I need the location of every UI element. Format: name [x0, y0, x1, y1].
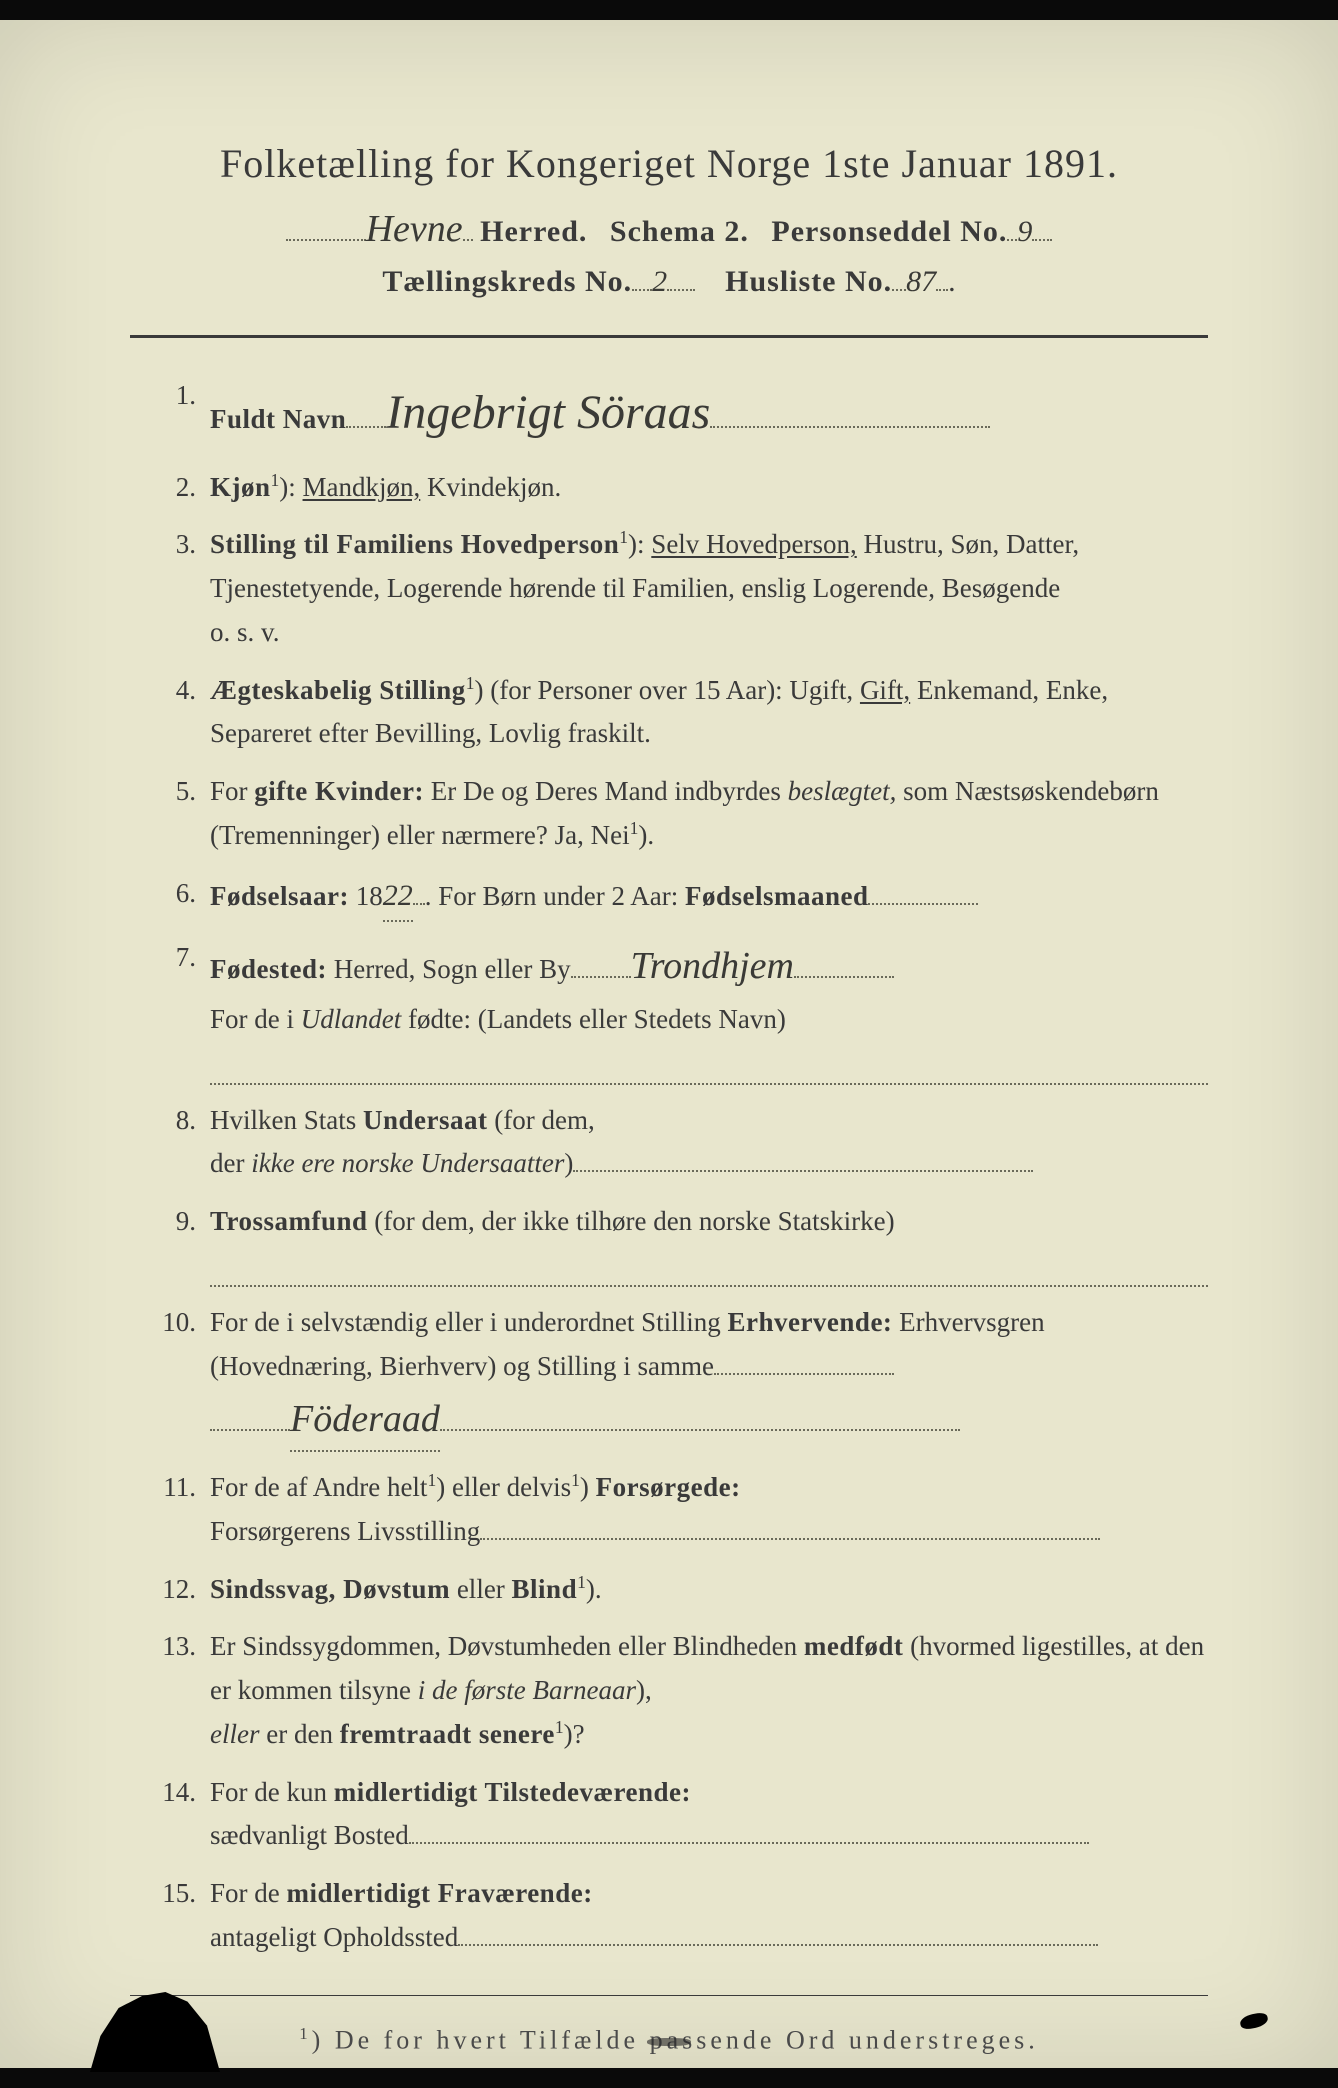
item-number: 7.: [156, 936, 210, 1084]
item-9: 9. Trossamfund (for dem, der ikke tilhør…: [156, 1200, 1208, 1287]
census-form-page: Folketælling for Kongeriget Norge 1ste J…: [0, 20, 1338, 2068]
item-6: 6. Fødselsaar: 1822. For Børn under 2 Aa…: [156, 872, 1208, 923]
birthplace-handwritten: Trondhjem: [631, 936, 794, 998]
item-number: 5.: [156, 770, 210, 857]
kreds-no: 2: [652, 265, 667, 299]
item-11: 11. For de af Andre helt1) eller delvis1…: [156, 1466, 1208, 1553]
personseddel-label: Personseddel No.: [771, 215, 1007, 248]
kreds-label: Tællingskreds No.: [382, 265, 632, 298]
item-number: 11.: [156, 1466, 210, 1553]
field-label: Fødested:: [210, 954, 327, 984]
item-15: 15. For de midlertidigt Fraværende: anta…: [156, 1872, 1208, 1959]
birthyear-handwritten: 22: [383, 872, 413, 923]
item-number: 6.: [156, 872, 210, 923]
field-label: midlertidigt Tilstedeværende:: [334, 1777, 691, 1807]
item-number: 10.: [156, 1301, 210, 1452]
item-4: 4. Ægteskabelig Stilling1) (for Personer…: [156, 669, 1208, 756]
field-label: medfødt: [804, 1631, 904, 1661]
page-speck-icon: [1239, 2011, 1269, 2031]
item-5: 5. For gifte Kvinder: Er De og Deres Man…: [156, 770, 1208, 857]
field-label: Kjøn: [210, 472, 271, 502]
item-number: 1.: [156, 374, 210, 452]
field-label: Sindssvag, Døvstum: [210, 1574, 450, 1604]
name-handwritten: Ingebrigt Söraas: [386, 374, 710, 452]
field-label: Stilling til Familiens Hovedperson: [210, 529, 619, 559]
item-number: 9.: [156, 1200, 210, 1287]
item-7: 7. Fødested: Herred, Sogn eller ByTrondh…: [156, 936, 1208, 1084]
item-number: 15.: [156, 1872, 210, 1959]
field-label: Fuldt Navn: [210, 404, 346, 434]
field-label: Forsørgede:: [596, 1472, 741, 1502]
field-label: gifte Kvinder:: [254, 776, 424, 806]
personseddel-no: 9: [1017, 215, 1032, 249]
page-title: Folketælling for Kongeriget Norge 1ste J…: [130, 140, 1208, 187]
herred-label: Herred.: [480, 215, 587, 248]
header-rule: [130, 335, 1208, 338]
husliste-label: Husliste No.: [725, 265, 892, 298]
field-label: midlertidigt Fraværende:: [287, 1878, 593, 1908]
item-13: 13. Er Sindssygdommen, Døvstumheden elle…: [156, 1625, 1208, 1756]
selected-option: Mandkjøn,: [303, 472, 421, 502]
field-label: Erhvervende:: [727, 1307, 892, 1337]
item-number: 8.: [156, 1099, 210, 1186]
occupation-handwritten: Föderaad: [290, 1389, 440, 1453]
item-12: 12. Sindssvag, Døvstum eller Blind1).: [156, 1568, 1208, 1612]
field-label: Fødselsaar:: [210, 881, 349, 911]
item-10: 10. For de i selvstændig eller i underor…: [156, 1301, 1208, 1452]
item-number: 3.: [156, 523, 210, 654]
item-2: 2. Kjøn1): Mandkjøn, Kvindekjøn.: [156, 466, 1208, 510]
field-label: Trossamfund: [210, 1206, 368, 1236]
item-number: 2.: [156, 466, 210, 510]
schema-label: Schema 2.: [610, 215, 749, 248]
form-items: 1. Fuldt Navn Ingebrigt Söraas 2. Kjøn1):…: [130, 374, 1208, 1959]
item-1: 1. Fuldt Navn Ingebrigt Söraas: [156, 374, 1208, 452]
item-number: 14.: [156, 1771, 210, 1858]
header-line-3: Tællingskreds No.2 Husliste No.87.: [130, 265, 1208, 299]
item-number: 4.: [156, 669, 210, 756]
selected-option: Gift,: [860, 675, 910, 705]
item-number: 13.: [156, 1625, 210, 1756]
herred-handwritten: Hevne: [366, 207, 463, 251]
item-number: 12.: [156, 1568, 210, 1612]
page-damage-icon: [90, 1992, 220, 2072]
page-smudge-icon: [647, 2038, 691, 2046]
item-3: 3. Stilling til Familiens Hovedperson1):…: [156, 523, 1208, 654]
footnote-rule: [130, 1995, 1208, 1996]
field-label: Undersaat: [363, 1105, 488, 1135]
item-8: 8. Hvilken Stats Undersaat (for dem, der…: [156, 1099, 1208, 1186]
field-label: Ægteskabelig Stilling: [210, 675, 466, 705]
husliste-no: 87: [906, 265, 936, 299]
selected-option: Selv Hovedperson,: [651, 529, 856, 559]
item-14: 14. For de kun midlertidigt Tilstedevære…: [156, 1771, 1208, 1858]
header-line-2: Hevne Herred. Schema 2. Personseddel No.…: [130, 207, 1208, 251]
